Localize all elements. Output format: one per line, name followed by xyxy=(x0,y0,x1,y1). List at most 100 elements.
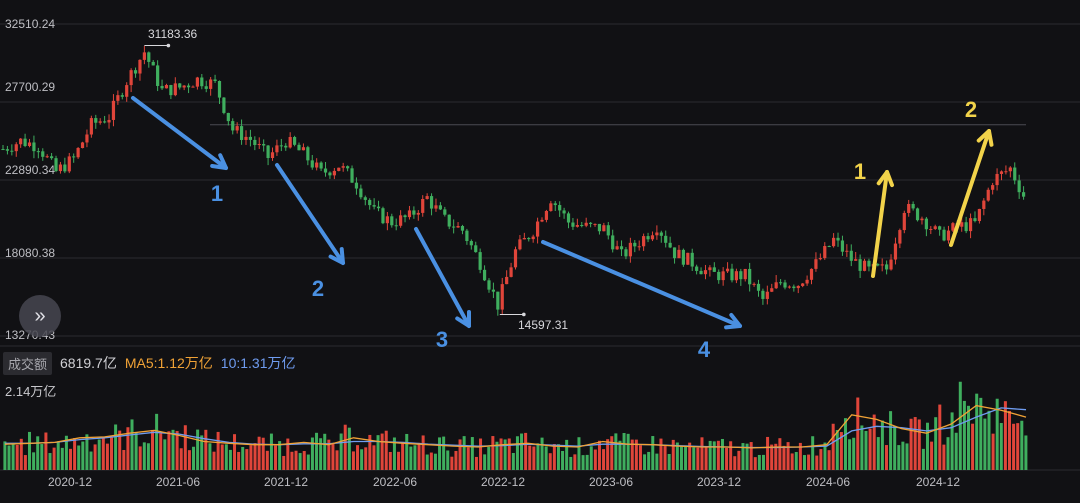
candle-body xyxy=(924,218,928,230)
candle-body xyxy=(10,150,14,152)
volume-bar xyxy=(368,434,372,470)
candle-body xyxy=(164,85,169,89)
volume-bar xyxy=(286,438,290,470)
volume-bar xyxy=(167,431,171,470)
candle-body xyxy=(902,212,906,231)
candle-body xyxy=(460,226,465,231)
volume-bar xyxy=(733,456,737,470)
candle-body xyxy=(482,269,487,281)
candle-body xyxy=(655,232,659,236)
volume-bar xyxy=(253,443,257,470)
candle-body xyxy=(805,279,809,284)
volume-bar xyxy=(479,438,483,470)
candle-body xyxy=(960,222,964,227)
candle-body xyxy=(244,136,248,140)
candle-body xyxy=(133,70,138,74)
candle-body xyxy=(637,246,641,248)
volume-bar xyxy=(741,443,745,470)
volume-bar xyxy=(540,437,544,470)
volume-bar xyxy=(151,429,155,470)
candle-body xyxy=(160,85,164,89)
volume-bar xyxy=(425,454,429,470)
candle-body xyxy=(761,290,765,299)
volume-bar xyxy=(774,443,778,470)
blue-annotation-label: 3 xyxy=(435,327,449,352)
candle-body xyxy=(858,259,862,271)
candle-body xyxy=(14,144,18,152)
volume-bar xyxy=(323,433,327,470)
candle-body xyxy=(752,283,756,285)
candle-body xyxy=(200,77,204,87)
candle-body xyxy=(279,145,283,147)
volume-bar xyxy=(450,456,454,470)
volume-bar xyxy=(474,456,478,470)
volume-bar xyxy=(483,454,487,470)
volume-bar xyxy=(966,405,970,470)
volume-bar xyxy=(909,418,913,470)
volume-bar xyxy=(228,449,232,470)
volume-bar xyxy=(1020,420,1024,470)
volume-bar xyxy=(638,445,642,470)
volume-bar xyxy=(597,440,601,470)
volume-bar xyxy=(192,446,196,470)
volume-bar xyxy=(643,454,647,470)
volume-bar xyxy=(28,431,32,470)
candle-body xyxy=(337,167,341,171)
volume-bar xyxy=(77,445,81,470)
volume-bar xyxy=(73,438,77,470)
candle-body xyxy=(328,172,332,176)
candle-body xyxy=(1004,171,1008,173)
candle-body xyxy=(593,223,597,225)
volume-bar xyxy=(581,455,585,470)
candle-body xyxy=(867,260,871,267)
candle-body xyxy=(496,291,500,310)
candle-body xyxy=(544,210,549,220)
candle-body xyxy=(341,166,345,168)
volume-bar xyxy=(298,453,302,470)
candle-body xyxy=(231,121,235,131)
candle-body xyxy=(668,242,672,248)
candle-body xyxy=(72,156,76,158)
candle-body xyxy=(580,225,584,227)
candle-body xyxy=(876,264,880,266)
candle-body xyxy=(527,238,531,240)
candle-body xyxy=(54,158,58,172)
volume-bar xyxy=(766,436,770,470)
volume-bar xyxy=(999,423,1003,470)
volume-bar xyxy=(446,450,450,470)
volume-bar xyxy=(1016,423,1020,470)
volume-bar xyxy=(52,447,56,470)
candle-body xyxy=(169,85,173,96)
candle-body xyxy=(562,210,566,214)
expand-button[interactable]: » xyxy=(19,295,61,337)
candle-body xyxy=(421,198,425,213)
volume-tab[interactable]: 成交额 xyxy=(3,351,53,375)
volume-bar xyxy=(438,437,442,470)
volume-bar xyxy=(351,451,355,470)
volume-bar xyxy=(843,418,847,470)
volume-bar xyxy=(384,430,388,470)
candle-body xyxy=(1017,180,1021,193)
volume-bar xyxy=(971,423,975,470)
volume-bar xyxy=(261,437,265,470)
candle-body xyxy=(209,79,213,89)
volume-bar xyxy=(15,444,19,470)
volume-bar xyxy=(893,426,897,470)
volume-bar xyxy=(171,429,175,470)
blue-annotation-label: 4 xyxy=(697,337,711,362)
volume-bar xyxy=(786,442,790,470)
candle-body xyxy=(182,85,186,88)
volume-bar xyxy=(442,436,446,470)
candle-body xyxy=(372,205,376,207)
volume-bar xyxy=(622,432,626,470)
candle-body xyxy=(469,241,473,246)
candle-body xyxy=(739,271,743,280)
volume-bar xyxy=(552,444,556,470)
candle-body xyxy=(880,264,884,266)
candle-body xyxy=(306,147,310,161)
candle-body xyxy=(359,188,363,198)
volume-bar xyxy=(335,450,339,470)
volume-bar xyxy=(782,445,786,470)
volume-bar xyxy=(142,442,146,470)
blue-arrow-1-head xyxy=(210,153,228,170)
